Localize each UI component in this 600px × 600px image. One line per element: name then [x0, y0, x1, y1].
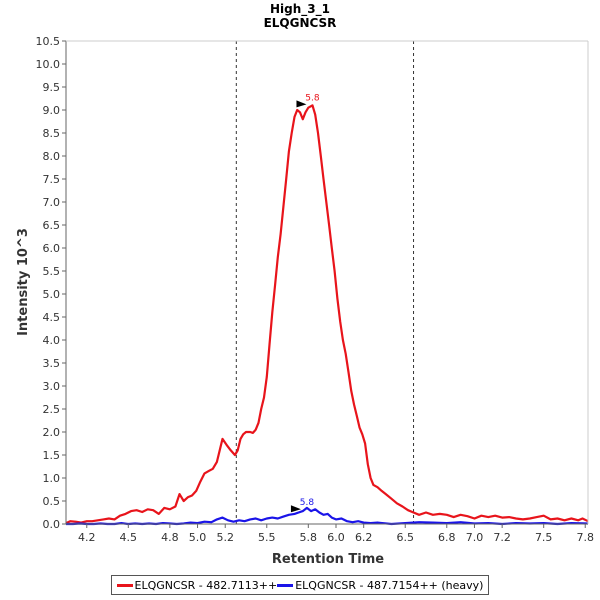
chart-subtitle: ELQGNCSR — [264, 16, 337, 30]
x-tick-label: 6.8 — [438, 531, 456, 544]
legend-label-light: ELQGNCSR - 482.7113++ — [134, 578, 278, 592]
y-tick-label: 7.0 — [43, 196, 61, 209]
chart-title: High_3_1 — [270, 2, 330, 17]
peak-marker-heavy — [290, 505, 301, 513]
legend-item-light: ELQGNCSR - 482.7113++ — [116, 578, 278, 592]
x-tick-label: 7.0 — [466, 531, 484, 544]
y-tick-label: 1.0 — [43, 472, 61, 485]
y-tick-label: 6.5 — [43, 219, 61, 232]
y-tick-label: 0.0 — [43, 518, 61, 531]
y-tick-label: 0.5 — [43, 495, 61, 508]
x-tick-label: 4.8 — [161, 531, 179, 544]
y-tick-label: 8.5 — [43, 127, 61, 140]
x-tick-label: 7.2 — [493, 531, 511, 544]
y-tick-label: 2.5 — [43, 403, 61, 416]
y-tick-label: 3.0 — [43, 380, 61, 393]
x-axis-label: Retention Time — [272, 552, 384, 567]
x-tick-label: 5.2 — [216, 531, 234, 544]
y-tick-label: 9.0 — [43, 104, 61, 117]
y-axis-label: Intensity 10^3 — [16, 228, 31, 336]
x-tick-label: 5.0 — [189, 531, 207, 544]
y-tick-label: 4.5 — [43, 311, 61, 324]
y-tick-label: 10.0 — [36, 58, 61, 71]
y-tick-label: 2.0 — [43, 426, 61, 439]
legend-label-heavy: ELQGNCSR - 487.7154++ (heavy) — [295, 578, 484, 592]
x-tick-label: 6.5 — [396, 531, 414, 544]
peak-label-light: 5.8 — [305, 93, 320, 103]
x-tick-label: 6.2 — [355, 531, 373, 544]
y-tick-label: 4.0 — [43, 334, 61, 347]
y-tick-label: 7.5 — [43, 173, 61, 186]
y-tick-label: 1.5 — [43, 449, 61, 462]
y-tick-label: 5.0 — [43, 288, 61, 301]
y-tick-label: 5.5 — [43, 265, 61, 278]
x-tick-label: 7.5 — [535, 531, 553, 544]
x-tick-label: 4.2 — [78, 531, 96, 544]
peak-label-heavy: 5.8 — [300, 498, 315, 508]
y-tick-label: 6.0 — [43, 242, 61, 255]
y-tick-label: 8.0 — [43, 150, 61, 163]
y-tick-label: 10.5 — [36, 35, 61, 48]
y-tick-label: 9.5 — [43, 81, 61, 94]
legend: ELQGNCSR - 482.7113++ ELQGNCSR - 487.715… — [111, 575, 489, 595]
series-line-light — [65, 104, 589, 525]
x-tick-label: 7.8 — [576, 531, 594, 544]
legend-item-heavy: ELQGNCSR - 487.7154++ (heavy) — [277, 579, 483, 592]
y-tick-label: 3.5 — [43, 357, 61, 370]
x-tick-label: 5.5 — [258, 531, 276, 544]
legend-swatch-heavy — [277, 583, 294, 587]
x-tick-label: 5.8 — [300, 531, 318, 544]
x-tick-label: 4.5 — [120, 531, 138, 544]
peak-marker-light — [296, 100, 307, 108]
x-tick-label: 6.0 — [327, 531, 345, 544]
legend-swatch-light — [116, 583, 133, 587]
